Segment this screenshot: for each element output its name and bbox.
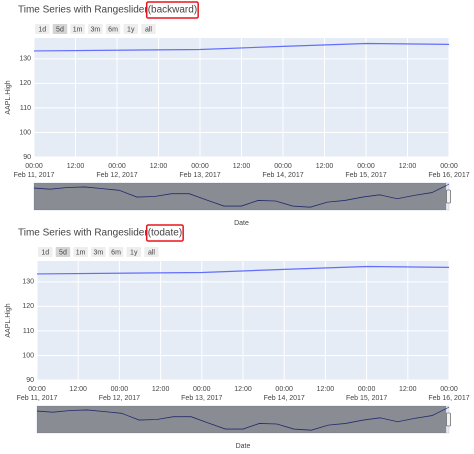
rangeslider-bg bbox=[36, 405, 450, 434]
x-tick-label: 00:00 Feb 16, 2017 bbox=[428, 163, 469, 179]
chart: Time Series with Rangeslider (backward) 1d… bbox=[5, 1, 470, 227]
range-button-label[interactable]: 1d bbox=[41, 249, 49, 256]
x-tick-label: 00:00 Feb 13, 2017 bbox=[181, 386, 222, 402]
range-button-bg[interactable] bbox=[55, 247, 71, 257]
x-axis-label: Date bbox=[236, 443, 251, 450]
range-button-label[interactable]: all bbox=[145, 26, 152, 33]
range-button-label[interactable]: 6m bbox=[111, 249, 121, 256]
range-button[interactable]: 1d bbox=[38, 247, 53, 257]
y-axis-label: AAPL.High bbox=[5, 303, 12, 337]
x-tick-label: 12:00 bbox=[316, 163, 334, 170]
x-tick-label: 12:00 bbox=[399, 386, 417, 393]
chart-title: Time Series with Rangeslider bbox=[18, 228, 148, 239]
range-button[interactable]: all bbox=[141, 24, 156, 34]
range-button-label[interactable]: 6m bbox=[108, 26, 118, 33]
range-button[interactable]: 6m bbox=[108, 247, 124, 257]
range-button-bg[interactable] bbox=[73, 247, 88, 257]
range-button-bg[interactable] bbox=[91, 247, 106, 257]
y-tick-label: 100 bbox=[19, 129, 31, 136]
range-button[interactable]: 6m bbox=[105, 24, 121, 34]
x-tick-label: 00:00 Feb 14, 2017 bbox=[264, 386, 305, 402]
x-tick-label: 00:00 Feb 12, 2017 bbox=[99, 386, 140, 402]
highlight-box bbox=[145, 1, 199, 19]
range-button-label[interactable]: all bbox=[148, 249, 155, 256]
range-button-bg[interactable] bbox=[105, 24, 121, 34]
rangeslider-handle[interactable] bbox=[446, 189, 451, 204]
x-tick-label: 12:00 bbox=[150, 163, 168, 170]
rangeslider-mask bbox=[37, 406, 447, 433]
range-button-bg[interactable] bbox=[52, 24, 68, 34]
x-tick-label: 00:00 Feb 12, 2017 bbox=[96, 163, 137, 179]
range-button-bg[interactable] bbox=[144, 247, 159, 257]
range-button[interactable]: 1m bbox=[70, 24, 85, 34]
range-button[interactable]: 1d bbox=[35, 24, 50, 34]
x-tick-label: 12:00 bbox=[69, 386, 87, 393]
range-button-label[interactable]: 1d bbox=[38, 26, 46, 33]
range-button[interactable]: 1y bbox=[126, 247, 142, 257]
range-button-bg[interactable] bbox=[141, 24, 156, 34]
y-tick-label: 90 bbox=[26, 377, 34, 384]
x-tick-label: 00:00 Feb 11, 2017 bbox=[17, 386, 58, 402]
x-tick-label: 00:00 Feb 14, 2017 bbox=[262, 163, 303, 179]
range-button-bg[interactable] bbox=[38, 247, 53, 257]
y-tick-label: 130 bbox=[19, 56, 31, 63]
range-button[interactable]: 1m bbox=[73, 247, 88, 257]
chart-title-highlight: (todate) bbox=[148, 228, 182, 239]
x-tick-label: 00:00 Feb 13, 2017 bbox=[179, 163, 220, 179]
chart-title: Time Series with Rangeslider bbox=[18, 5, 148, 16]
y-tick-label: 110 bbox=[20, 105, 31, 112]
y-tick-label: 120 bbox=[22, 303, 34, 310]
y-tick-label: 110 bbox=[23, 328, 34, 335]
x-tick-label: 00:00 Feb 15, 2017 bbox=[346, 386, 387, 402]
range-button-bg[interactable] bbox=[108, 247, 124, 257]
range-button-label[interactable]: 1m bbox=[76, 249, 86, 256]
range-button[interactable]: all bbox=[144, 247, 159, 257]
range-button-bg[interactable] bbox=[88, 24, 103, 34]
range-button-label[interactable]: 1y bbox=[127, 26, 135, 33]
range-button-label[interactable]: 3m bbox=[93, 249, 103, 256]
x-tick-label: 12:00 bbox=[233, 163, 251, 170]
series-line bbox=[37, 265, 449, 275]
chart: Time Series with Rangeslider (todate) 1d 5d… bbox=[5, 224, 470, 450]
y-axis-label: AAPL.High bbox=[5, 80, 12, 114]
x-tick-label: 00:00 Feb 16, 2017 bbox=[428, 386, 469, 402]
chart-title-highlight: (backward) bbox=[148, 5, 197, 16]
x-tick-label: 12:00 bbox=[399, 163, 417, 170]
x-tick-label: 12:00 bbox=[317, 386, 335, 393]
range-button-label[interactable]: 5d bbox=[59, 249, 67, 256]
range-button[interactable]: 5d bbox=[55, 247, 71, 257]
range-button-label[interactable]: 1m bbox=[73, 26, 83, 33]
range-button-label[interactable]: 3m bbox=[90, 26, 100, 33]
range-button-bg[interactable] bbox=[70, 24, 85, 34]
x-tick-label: 00:00 Feb 11, 2017 bbox=[14, 163, 55, 179]
highlight-box bbox=[145, 224, 184, 242]
range-button-bg[interactable] bbox=[126, 247, 142, 257]
x-tick-label: 12:00 bbox=[67, 163, 85, 170]
rangeslider-mask bbox=[34, 183, 447, 210]
x-tick-label: 12:00 bbox=[152, 386, 170, 393]
range-button-bg[interactable] bbox=[123, 24, 139, 34]
range-button[interactable]: 3m bbox=[91, 247, 106, 257]
range-button[interactable]: 1y bbox=[123, 24, 139, 34]
x-axis-label: Date bbox=[234, 220, 249, 227]
range-button-label[interactable]: 5d bbox=[56, 26, 64, 33]
series-line bbox=[34, 42, 449, 52]
y-tick-label: 120 bbox=[19, 80, 31, 87]
rangeslider-line bbox=[33, 183, 450, 208]
y-tick-label: 130 bbox=[22, 279, 34, 286]
y-tick-label: 90 bbox=[23, 154, 31, 161]
range-button-label[interactable]: 1y bbox=[130, 249, 138, 256]
range-button-bg[interactable] bbox=[35, 24, 50, 34]
range-button[interactable]: 3m bbox=[88, 24, 103, 34]
x-tick-label: 00:00 Feb 15, 2017 bbox=[345, 163, 386, 179]
range-button[interactable]: 5d bbox=[52, 24, 68, 34]
y-tick-label: 100 bbox=[22, 352, 34, 359]
rangeslider-handle[interactable] bbox=[446, 412, 451, 427]
rangeslider-line bbox=[36, 406, 450, 431]
x-tick-label: 12:00 bbox=[234, 386, 252, 393]
